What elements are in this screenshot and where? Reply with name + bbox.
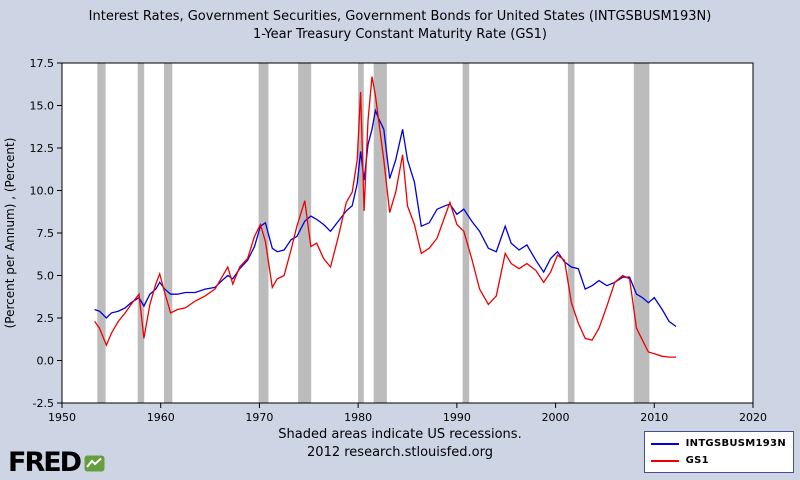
- x-tick-label: 1970: [245, 411, 273, 424]
- recession-band: [298, 63, 312, 403]
- recession-band: [462, 63, 470, 403]
- y-tick-label: 17.5: [30, 57, 55, 70]
- recession-band: [373, 63, 387, 403]
- legend-item-intgsbusm193n: INTGSBUSM193N: [650, 435, 786, 452]
- x-tick-label: 2010: [640, 411, 668, 424]
- y-tick-label: 15.0: [30, 100, 55, 113]
- y-tick-label: 7.5: [37, 227, 55, 240]
- fred-graph-icon: [84, 455, 105, 472]
- fred-logo: FRED: [8, 449, 105, 477]
- chart-title-line2: 1-Year Treasury Constant Maturity Rate (…: [253, 27, 547, 42]
- x-tick-label: 2000: [542, 411, 570, 424]
- recession-band: [567, 63, 575, 403]
- x-tick-label: 1960: [147, 411, 175, 424]
- legend-item-gs1: GS1: [650, 452, 786, 469]
- recession-band: [164, 63, 173, 403]
- y-tick-label: 2.5: [37, 312, 55, 325]
- x-tick-label: 1990: [443, 411, 471, 424]
- x-tick-label: 2020: [739, 411, 767, 424]
- recession-band: [633, 63, 650, 403]
- chart-svg: -2.5 0.0 2.5 5.0 7.5 10.0 12.5 15.0 17.5 1950 1960…: [3, 57, 767, 424]
- legend-label: INTGSBUSM193N: [685, 438, 786, 449]
- x-tick-label: 1950: [48, 411, 76, 424]
- legend-line-sample-red: [650, 459, 679, 462]
- y-tick-label: 10.0: [30, 185, 55, 198]
- recession-note: Shaded areas indicate US recessions.: [278, 427, 522, 442]
- series-line-gs1: [94, 76, 676, 358]
- y-tick-label: 5.0: [37, 270, 55, 283]
- legend: INTGSBUSM193N GS1: [643, 431, 794, 473]
- y-tick-label: 12.5: [30, 142, 55, 155]
- recession-band: [97, 63, 106, 403]
- recession-band: [137, 63, 145, 403]
- y-tick-label: 0.0: [37, 355, 55, 368]
- chart-title-line1: Interest Rates, Government Securities, G…: [88, 9, 712, 24]
- chart-title-block: Interest Rates, Government Securities, G…: [0, 8, 800, 44]
- series-line-intgsbusm193n: [94, 108, 677, 328]
- recession-band: [358, 63, 364, 403]
- footer: Shaded areas indicate US recessions. 201…: [0, 426, 800, 462]
- legend-label: GS1: [685, 455, 709, 466]
- source-credit: 2012 research.stlouisfed.org: [307, 445, 493, 460]
- fred-logo-text: FRED: [8, 447, 82, 478]
- y-tick-label: -2.5: [33, 397, 54, 410]
- legend-line-sample-blue: [650, 442, 679, 445]
- x-tick-label: 1980: [344, 411, 372, 424]
- y-axis-title: (Percent per Annum) , (Percent): [3, 138, 17, 329]
